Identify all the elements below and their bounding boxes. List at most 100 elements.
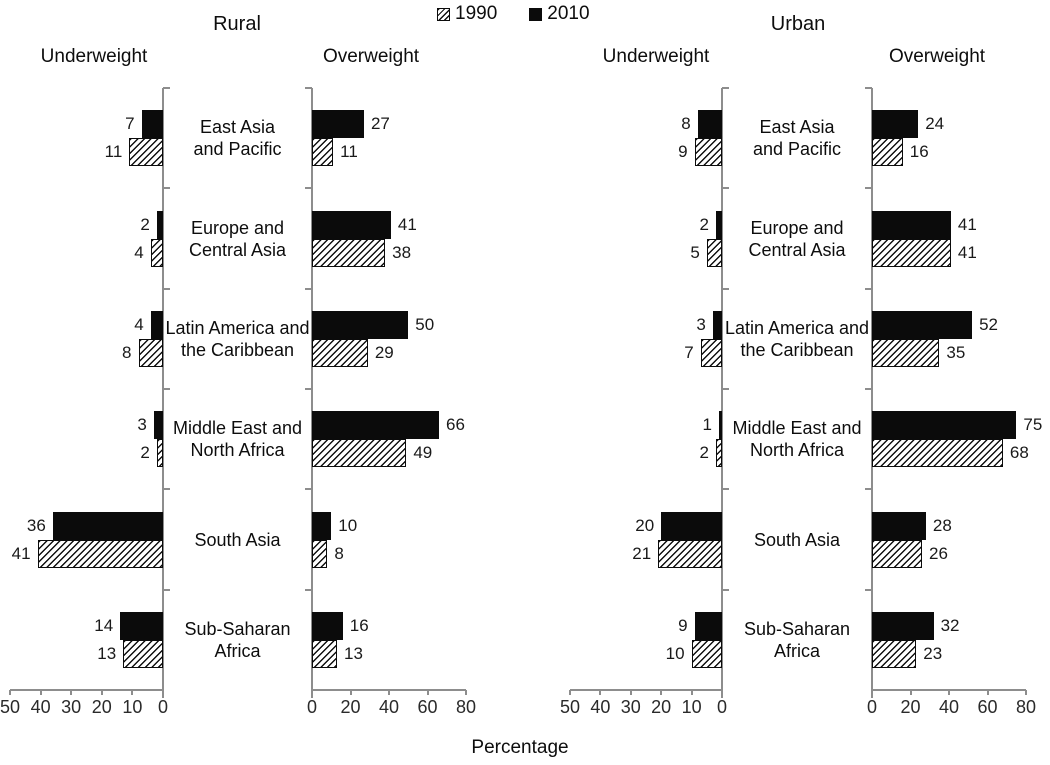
bar-value-label: 16 [349,615,369,635]
bar-1990 [715,439,722,468]
bar-1990 [658,539,722,568]
bar-1990 [150,238,163,267]
bar-2010 [715,210,722,239]
axis-tick-label: 40 [30,697,51,717]
bar-value-label: 9 [678,615,688,635]
category-tick [163,388,170,390]
axis-tick-label: 50 [0,697,21,717]
bar-1990 [312,338,368,367]
axis-tick-label: 40 [938,697,960,717]
axis-tick [948,690,950,695]
axis-tick [39,690,42,695]
axis-tick-label: 60 [417,697,438,717]
bar-2010 [312,611,343,640]
bar-value-label: 2 [699,443,709,463]
bar-value-label: 29 [374,342,394,362]
bar-1990 [872,539,923,568]
bar-value-label: 9 [678,142,688,162]
bar-2010 [872,411,1017,440]
axis-tick [569,690,571,695]
bar-1990 [156,439,163,468]
bar-value-label: 41 [957,242,977,262]
bar-2010 [697,110,722,139]
category-axis-line [871,88,873,698]
bar-1990 [706,238,722,267]
bar-2010 [872,210,951,239]
bar-value-label: 7 [684,342,694,362]
bar-value-label: 35 [946,342,966,362]
axis-tick-label: 80 [455,697,477,717]
legend-item-2010: 2010 [529,3,590,25]
bar-1990 [312,439,407,468]
category-tick [163,287,170,290]
axis-tick-label: 20 [900,697,921,717]
bar-value-label: 11 [340,142,358,162]
axis-tick-label: 40 [590,697,611,717]
bar-1990 [312,238,386,267]
axis-tick-label: 0 [866,697,878,717]
region-label: Latin America and the Caribbean [724,317,870,360]
category-tick [865,388,872,390]
bar-value-label: 2 [140,443,150,463]
region-label: Sub-Saharan Africa [184,618,291,661]
bar-2010 [661,511,722,540]
category-tick [865,588,872,591]
bar-value-label: 41 [397,214,417,234]
bar-2010 [312,110,364,139]
axis-tick [599,690,602,695]
region-label: Europe and Central Asia [748,217,846,260]
bar-value-label: 24 [925,114,945,134]
category-tick [722,388,729,390]
bar-1990 [872,639,917,668]
bar-2010 [150,310,163,339]
bar-value-label: 13 [97,643,117,663]
category-tick [305,488,312,491]
axis-tick [349,690,352,695]
axis-tick-label: 60 [977,697,998,717]
axis-tick [100,690,103,695]
bar-value-label: 26 [929,543,948,563]
bar-value-label: 4 [134,242,144,262]
category-tick [305,187,312,190]
axis-tick-label: 20 [340,697,361,717]
category-tick [865,187,872,190]
bar-value-label: 36 [26,515,46,535]
bar-value-label: 2 [140,214,150,234]
axis-tick [131,690,134,695]
bar-1990 [691,639,722,668]
bar-value-label: 8 [334,543,344,563]
bar-value-label: 3 [696,314,706,334]
chart-legend: 1990 2010 [437,3,590,25]
axis-tick-label: 50 [559,697,581,717]
legend-swatch-1990-icon [437,7,450,21]
bar-2010 [718,411,722,440]
bar-1990 [37,539,163,568]
bar-value-label: 8 [681,114,691,134]
bar-value-label: 8 [122,342,132,362]
group-title: Rural [213,13,261,35]
category-tick [722,488,729,491]
region-label: Latin America and the Caribbean [165,317,310,360]
region-label: Middle East and North Africa [732,418,862,461]
bar-1990 [872,238,951,267]
category-tick [865,488,872,491]
panel-title: Underweight [40,46,148,67]
axis-tick [660,690,663,695]
axis-tick [721,690,723,695]
bar-value-label: 27 [370,114,390,134]
bar-value-label: 21 [632,543,652,563]
x-axis-title: Percentage [471,737,569,758]
category-tick [865,87,872,89]
axis-tick [311,690,313,695]
bar-1990 [312,539,328,568]
category-tick [722,287,729,290]
bar-value-label: 23 [923,643,943,663]
bar-2010 [872,511,926,540]
group-title: Urban [770,13,826,35]
panel-title: Overweight [322,46,420,67]
category-tick [305,87,312,89]
bar-1990 [700,338,722,367]
bar-1990 [694,138,722,167]
